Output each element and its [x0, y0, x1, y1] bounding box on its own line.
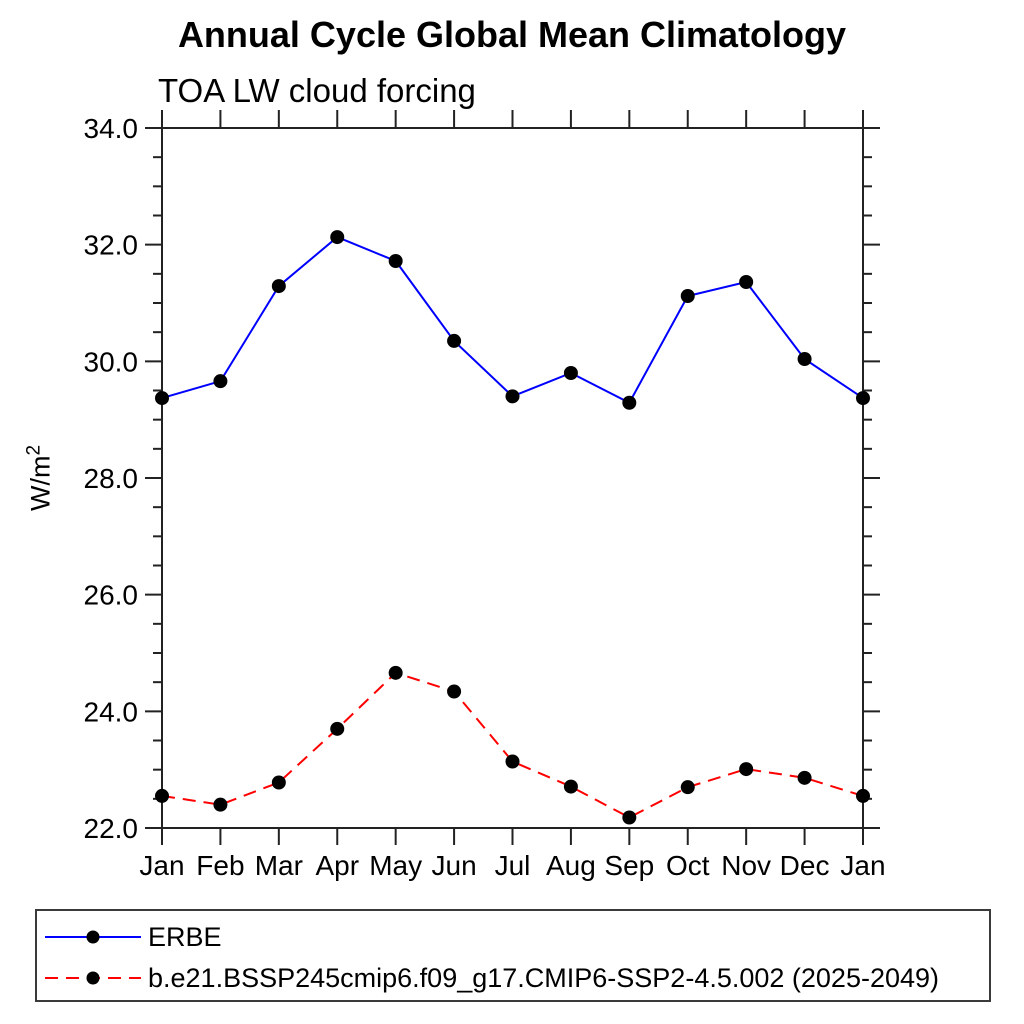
model-data-point — [330, 721, 345, 736]
erbe-data-point — [856, 391, 870, 406]
x-tick-label: Jun — [432, 850, 477, 881]
chart-subtitle: TOA LW cloud forcing — [158, 72, 476, 109]
erbe-data-point — [213, 374, 228, 389]
erbe-data-point — [447, 333, 462, 348]
model-data-point — [388, 665, 403, 680]
legend: ERBE b.e21.BSSP245cmip6.f09_g17.CMIP6-SS… — [35, 909, 991, 1002]
erbe-data-point — [622, 395, 637, 410]
y-tick-label: 30.0 — [84, 346, 139, 377]
model-data-point — [447, 684, 462, 699]
x-tick-label: Mar — [255, 850, 303, 881]
x-tick-label: Dec — [780, 850, 830, 881]
plot-frame — [161, 127, 864, 829]
x-tick-label: Apr — [315, 850, 359, 881]
model-sample-marker — [86, 971, 100, 985]
y-tick-label: 22.0 — [84, 813, 139, 844]
x-tick-label: Jan — [840, 850, 885, 881]
y-tick-label: 32.0 — [84, 230, 139, 261]
model-data-point — [271, 775, 286, 790]
x-tick-label: Sep — [604, 850, 654, 881]
model-data-point — [505, 754, 520, 769]
model-data-point — [856, 788, 870, 803]
erbe-data-point — [797, 352, 812, 366]
y-tick-label: 24.0 — [84, 696, 139, 727]
model-series-line — [161, 671, 864, 819]
erbe-data-point — [330, 230, 345, 245]
model-data-point — [622, 810, 637, 825]
model-line-sample-icon — [45, 971, 141, 985]
erbe-data-point — [271, 279, 286, 294]
model-data-point — [155, 788, 169, 803]
erbe-sample-marker — [86, 930, 100, 944]
legend-item-model: b.e21.BSSP245cmip6.f09_g17.CMIP6-SSP2-4.… — [44, 961, 939, 995]
erbe-line-sample-icon — [45, 930, 141, 944]
erbe-data-point — [563, 366, 578, 380]
x-tick-label: Jan — [139, 850, 184, 881]
model-data-point — [213, 797, 228, 812]
x-tick-label: May — [369, 850, 422, 881]
erbe-data-point — [155, 391, 169, 406]
erbe-data-point — [388, 254, 403, 268]
legend-item-erbe: ERBE — [44, 920, 222, 954]
legend-label-model: b.e21.BSSP245cmip6.f09_g17.CMIP6-SSP2-4.… — [148, 962, 940, 993]
erbe-series-line — [161, 235, 864, 405]
model-data-point — [739, 762, 754, 777]
erbe-data-point — [505, 389, 520, 404]
y-tick-label: 28.0 — [84, 463, 139, 494]
erbe-data-point — [739, 275, 754, 289]
x-tick-label: Nov — [721, 850, 771, 881]
model-data-point — [797, 770, 812, 785]
x-tick-label: Oct — [666, 850, 710, 881]
x-tick-label: Feb — [196, 850, 244, 881]
model-data-point — [680, 780, 695, 795]
chart-title: Annual Cycle Global Mean Climatology — [177, 14, 847, 55]
x-tick-label: Aug — [546, 850, 596, 881]
erbe-data-point — [680, 289, 695, 303]
x-tick-label: Jul — [495, 850, 531, 881]
legend-label-erbe: ERBE — [148, 921, 222, 952]
y-tick-label: 34.0 — [84, 113, 139, 144]
model-data-point — [563, 779, 578, 794]
y-tick-label: 26.0 — [84, 580, 139, 611]
